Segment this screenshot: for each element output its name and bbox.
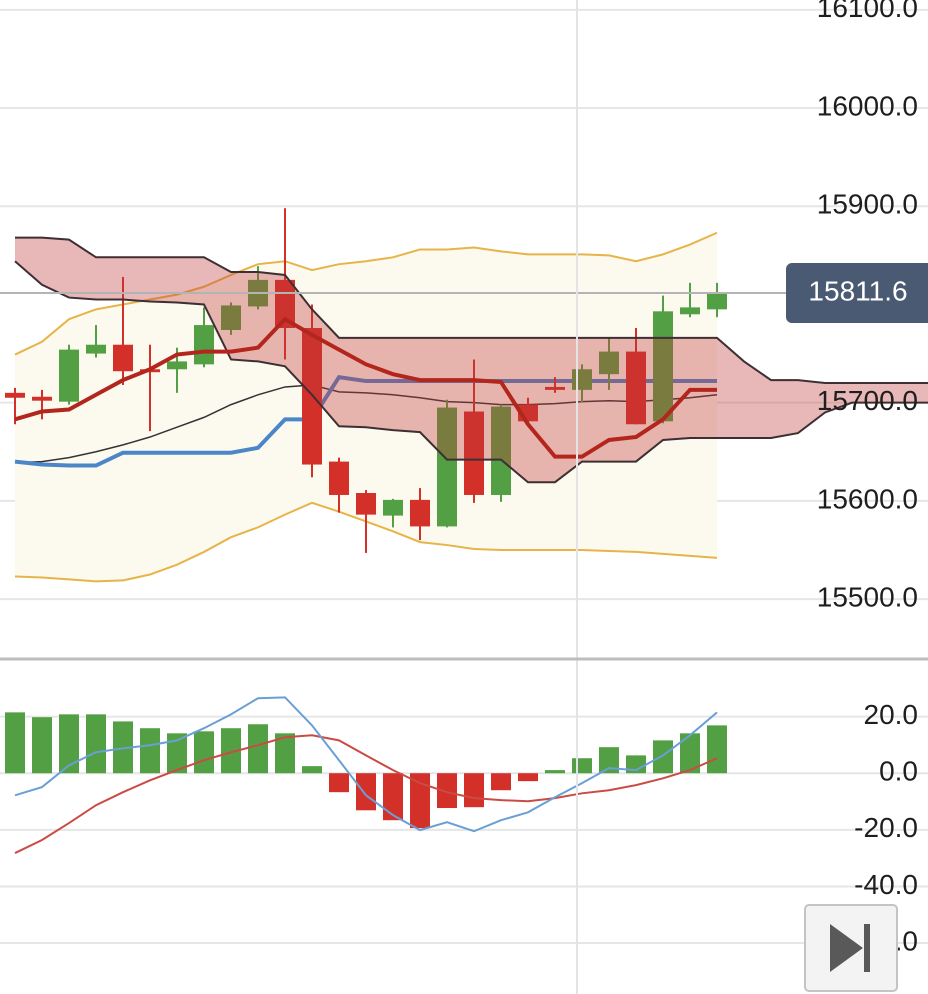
macd-histogram-bar — [707, 725, 727, 774]
macd-histogram-bar — [221, 728, 241, 774]
ichimoku-cloud — [15, 237, 928, 483]
play-icon — [830, 924, 863, 972]
candle-body — [221, 305, 241, 330]
macd-histogram-bar — [140, 728, 160, 774]
go-to-latest-button[interactable] — [804, 904, 898, 992]
y-tick-label: 15600.0 — [817, 483, 918, 514]
y-tick-label: 15500.0 — [817, 581, 918, 612]
candle-body — [194, 325, 214, 365]
candle-body — [707, 293, 727, 310]
kijun-line — [14, 374, 717, 468]
senkou-span-a — [15, 236, 928, 385]
macd-histogram-bar — [302, 766, 322, 774]
macd-histogram-bar — [572, 758, 592, 774]
candle-body — [383, 499, 403, 516]
candle-body — [437, 407, 457, 527]
signal-line — [14, 734, 718, 854]
macd-histogram-bar — [86, 714, 106, 774]
macd-histogram-bar — [5, 712, 25, 774]
y-tick-label: 15700.0 — [817, 385, 918, 416]
macd-histogram-bar — [437, 773, 457, 809]
end-bar-icon — [864, 924, 870, 972]
y-tick-label: 20.0 — [864, 699, 919, 730]
last-price-badge — [786, 263, 928, 324]
senkou-span-b — [14, 260, 928, 484]
macd-line — [14, 696, 718, 833]
y-tick-label: -20.0 — [854, 812, 918, 843]
candle-body — [275, 279, 295, 329]
y-tick-label: 16000.0 — [817, 90, 918, 121]
macd-histogram-bar — [275, 733, 295, 774]
candle-body — [113, 344, 133, 372]
macd-histogram-bar — [680, 733, 700, 774]
macd-histogram-bar — [545, 770, 565, 774]
candle-body — [464, 411, 484, 495]
macd-histogram-bar — [59, 714, 79, 774]
last-price-label: 15811.6 — [808, 275, 907, 306]
macd-histogram-bar — [410, 773, 430, 829]
macd-histogram-bar — [194, 731, 214, 774]
candle-body — [545, 386, 565, 390]
candle-body — [32, 396, 52, 401]
macd-histogram-bar — [491, 773, 511, 791]
bollinger-upper — [14, 231, 718, 356]
plot-area: 15500.0 15600.0 15700.0 15900.0 16000.0 16100… — [0, 0, 928, 956]
macd-histogram-bar — [599, 747, 619, 774]
macd-histogram-bar — [167, 733, 187, 774]
candle-body — [626, 351, 646, 425]
candle-body — [86, 344, 106, 354]
macd-histogram-bar — [383, 773, 403, 821]
candle-body — [167, 361, 187, 370]
macd-histogram-bar — [329, 773, 349, 793]
macd-histogram-bar — [32, 717, 52, 774]
tenkan-line — [14, 316, 717, 459]
macd-histogram-bar — [653, 740, 673, 774]
candle-body — [491, 406, 511, 495]
candle-body — [356, 493, 376, 515]
macd-histogram-bar — [518, 773, 538, 782]
y-tick-label: 16100.0 — [817, 0, 918, 23]
candle-body — [680, 307, 700, 315]
macd-histogram-bar — [248, 724, 268, 774]
candle-body — [5, 392, 25, 398]
macd-histogram-bar — [356, 773, 376, 811]
macd-histogram-bar — [464, 773, 484, 808]
y-tick-label: 15900.0 — [817, 189, 918, 220]
candle-body — [599, 351, 619, 375]
bollinger-middle — [14, 384, 718, 464]
candle-body — [329, 461, 349, 495]
candle-body — [59, 349, 79, 402]
y-tick-label: 0.0 — [879, 756, 918, 787]
y-tick-label: -40.0 — [854, 869, 918, 900]
bollinger-fill — [15, 232, 717, 582]
candle-body — [410, 499, 430, 527]
